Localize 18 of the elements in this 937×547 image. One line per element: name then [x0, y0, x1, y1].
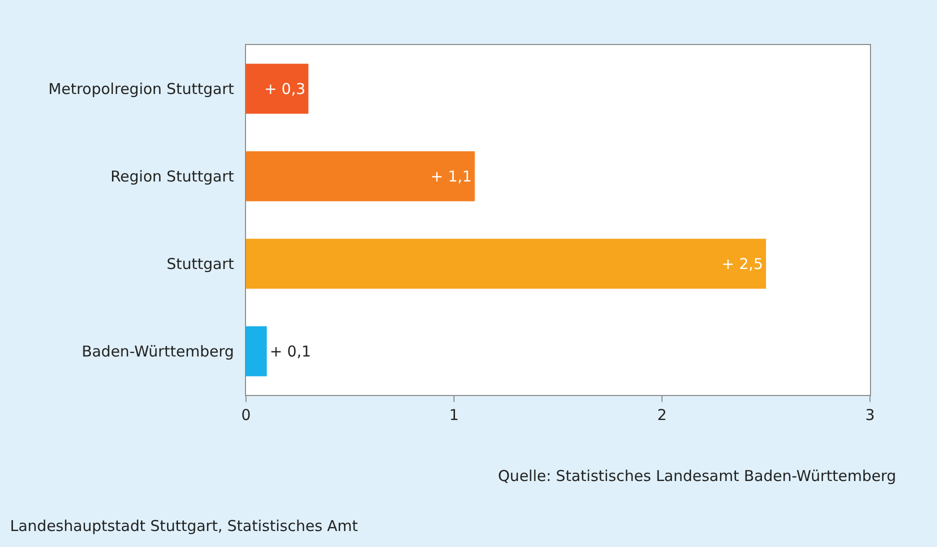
x-tick-label: 3	[865, 406, 875, 424]
data-label: + 2,5	[722, 254, 763, 273]
data-label: + 0,1	[270, 342, 312, 360]
x-tick-label: 0	[241, 406, 251, 424]
bar	[246, 326, 267, 376]
source-note: Quelle: Statistisches Landesamt Baden-Württemberg	[498, 467, 896, 485]
bar	[246, 238, 766, 289]
bar	[246, 151, 475, 202]
x-tick-label: 1	[449, 406, 459, 424]
y-tick-label: Region Stuttgart	[110, 168, 234, 186]
data-label: + 0,3	[264, 80, 306, 98]
x-tick-label: 2	[657, 406, 667, 424]
bar	[246, 64, 308, 114]
y-tick-label: Baden-Württemberg	[82, 342, 234, 360]
y-tick-label: Metropolregion Stuttgart	[48, 80, 234, 98]
text: Landeshauptstadt Stuttgart, Statistisches Amt	[10, 517, 358, 535]
y-tick-label: Stuttgart	[166, 255, 234, 273]
data-label: + 1,1	[430, 167, 472, 186]
